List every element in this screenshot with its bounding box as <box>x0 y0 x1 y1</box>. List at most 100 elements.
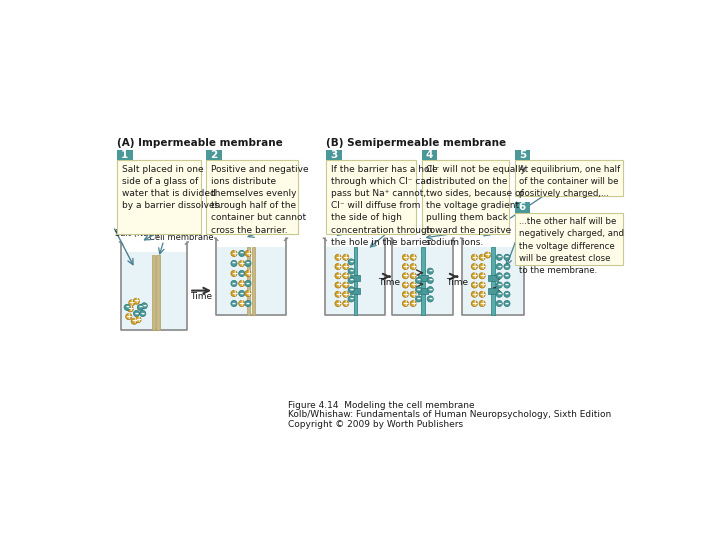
Text: +: + <box>479 280 485 289</box>
Text: +: + <box>479 271 485 280</box>
Circle shape <box>238 251 245 256</box>
Text: +: + <box>472 289 477 299</box>
Circle shape <box>504 300 510 307</box>
Text: -: - <box>428 275 432 285</box>
Circle shape <box>472 273 477 279</box>
Text: +: + <box>410 253 416 261</box>
Text: +: + <box>472 280 477 289</box>
Text: +: + <box>410 280 416 289</box>
Circle shape <box>479 300 485 307</box>
Text: +: + <box>231 289 237 298</box>
Text: -: - <box>498 280 501 290</box>
Circle shape <box>245 251 251 256</box>
Text: Salt placed in one
side of a glass of
water that is divided
by a barrier dissolv: Salt placed in one side of a glass of wa… <box>122 165 222 211</box>
Bar <box>492 247 495 315</box>
Bar <box>515 160 624 195</box>
Text: +: + <box>402 299 408 308</box>
Text: (B) Semipermeable membrane: (B) Semipermeable membrane <box>326 138 506 148</box>
Circle shape <box>427 296 433 302</box>
Text: ...the other half will be
negatively charged, and
the voltage difference
will be: ...the other half will be negatively cha… <box>519 217 624 275</box>
Text: +: + <box>131 316 138 326</box>
Text: +: + <box>472 262 477 271</box>
Circle shape <box>348 259 354 265</box>
Circle shape <box>427 287 433 293</box>
Text: -: - <box>417 285 420 294</box>
Text: +: + <box>410 262 416 271</box>
Circle shape <box>472 291 477 298</box>
Circle shape <box>410 300 416 307</box>
Circle shape <box>141 303 148 309</box>
Text: -: - <box>505 261 509 271</box>
Bar <box>326 160 415 234</box>
Bar <box>152 255 155 330</box>
Circle shape <box>126 314 132 320</box>
Circle shape <box>410 254 416 260</box>
Circle shape <box>410 282 416 288</box>
Circle shape <box>410 264 416 269</box>
Text: +: + <box>402 289 408 299</box>
Text: +: + <box>335 271 341 280</box>
Circle shape <box>402 273 408 279</box>
Text: +: + <box>231 269 237 278</box>
Circle shape <box>504 273 510 279</box>
Text: -: - <box>246 278 250 288</box>
Circle shape <box>343 273 349 279</box>
Text: 4: 4 <box>426 150 433 160</box>
Text: -: - <box>428 294 432 303</box>
Text: +: + <box>245 269 251 278</box>
Text: +: + <box>335 289 341 299</box>
Text: +: + <box>479 299 485 308</box>
Text: +: + <box>343 262 349 271</box>
Text: +: + <box>343 299 349 308</box>
Circle shape <box>504 254 510 260</box>
Text: +: + <box>472 299 477 308</box>
Circle shape <box>479 273 485 279</box>
Circle shape <box>335 282 341 288</box>
Circle shape <box>335 291 341 298</box>
Circle shape <box>496 291 503 298</box>
Bar <box>463 247 523 314</box>
Circle shape <box>496 264 503 269</box>
Bar <box>351 288 361 294</box>
Bar <box>488 275 498 281</box>
Text: -: - <box>349 256 354 267</box>
Circle shape <box>245 300 251 307</box>
Bar <box>206 150 222 160</box>
Text: -: - <box>505 289 509 299</box>
Bar <box>217 247 285 314</box>
Text: +: + <box>479 253 485 261</box>
Circle shape <box>496 282 503 288</box>
Text: Kolb/Whishaw: Fundamentals of Human Neuropsychology, Sixth Edition: Kolb/Whishaw: Fundamentals of Human Neur… <box>287 410 611 420</box>
Circle shape <box>138 304 143 310</box>
Text: -: - <box>140 308 145 318</box>
Text: 1: 1 <box>121 150 128 160</box>
Bar <box>117 160 201 234</box>
Circle shape <box>245 271 251 276</box>
Text: +: + <box>343 271 349 280</box>
Text: +: + <box>335 253 341 261</box>
Circle shape <box>472 254 477 260</box>
Circle shape <box>472 282 477 288</box>
Bar <box>252 247 255 315</box>
Text: +: + <box>479 289 485 299</box>
Circle shape <box>238 300 245 307</box>
Text: -: - <box>232 258 236 268</box>
Circle shape <box>479 291 485 298</box>
Text: If the barrier has a hole
through which Cl⁻ can
pass but Na⁺ cannot,
Cl⁻ will di: If the barrier has a hole through which … <box>331 165 438 247</box>
Text: +: + <box>472 253 477 261</box>
Text: -: - <box>138 302 143 312</box>
Circle shape <box>343 300 349 307</box>
Text: (A) Impermeable membrane: (A) Impermeable membrane <box>117 138 283 148</box>
Bar <box>421 247 425 315</box>
Text: +: + <box>343 280 349 289</box>
Text: +: + <box>343 253 349 261</box>
Text: Salt (NaCl): Salt (NaCl) <box>114 229 160 238</box>
Bar <box>351 275 361 281</box>
Circle shape <box>496 254 503 260</box>
Bar <box>206 160 297 234</box>
Text: -: - <box>125 302 129 312</box>
Circle shape <box>133 310 140 316</box>
Text: -: - <box>498 271 501 281</box>
Text: -: - <box>505 271 509 281</box>
Circle shape <box>504 282 510 288</box>
